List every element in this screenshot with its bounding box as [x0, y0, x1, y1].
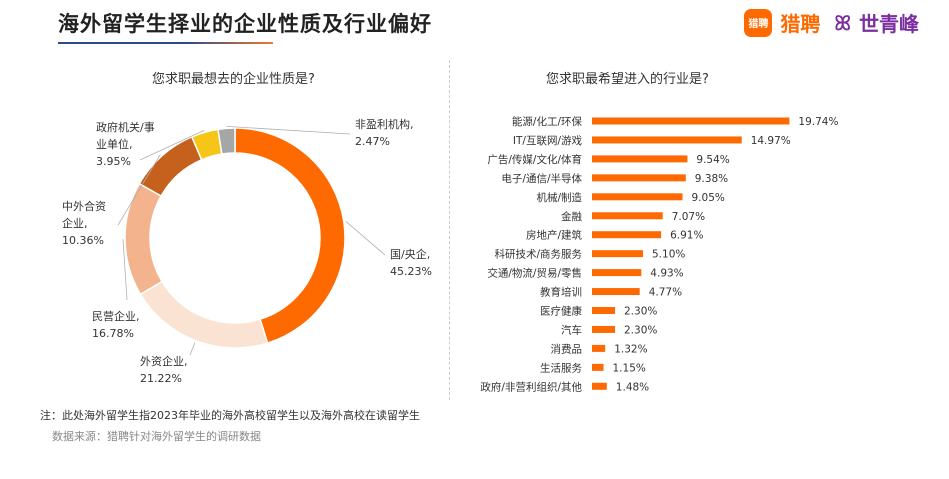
bar-value-label: 9.38% [695, 173, 728, 185]
bar-category-label: 电子/通信/半导体 [501, 172, 582, 185]
page-title: 海外留学生择业的企业性质及行业偏好 [58, 12, 432, 36]
donut-label: 国/央企, [390, 247, 430, 261]
donut-label: 2.47% [355, 135, 390, 148]
bar [592, 325, 615, 333]
bar-value-label: 4.93% [650, 268, 683, 280]
bar [592, 363, 604, 371]
donut-leader-line [122, 239, 128, 301]
donut-chart-title: 您求职最想去的企业性质是? [152, 72, 315, 87]
bar [592, 193, 683, 201]
bar-chart: 能源/化工/环保 19.74% IT/互联网/游戏 14.97% 广告/传媒/文化/体育… [480, 115, 838, 393]
bar-category-label: 交通/物流/贸易/零售 [487, 267, 582, 280]
bar-value-label: 1.48% [616, 381, 649, 393]
donut-label: 45.23% [390, 265, 432, 278]
bar-value-label: 14.97% [751, 135, 791, 147]
donut-label: 16.78% [92, 327, 134, 340]
bar-category-label: 能源/化工/环保 [512, 115, 583, 128]
bar-category-label: 政府/非营利组织/其他 [480, 380, 582, 393]
bar-value-label: 1.32% [614, 343, 647, 355]
donut-label: 业单位, [96, 137, 133, 151]
bar-value-label: 7.07% [672, 211, 705, 223]
shiqingfeng-brand-name: 世青峰 [859, 12, 919, 36]
title-underline [58, 42, 273, 44]
shiqingfeng-logo-icon: ꕤ [834, 10, 851, 35]
donut-label: 中外合资 [62, 199, 106, 213]
donut-slice [217, 127, 236, 155]
donut-leader-line [117, 154, 161, 226]
donut-leader-line [189, 342, 196, 356]
bar-chart-title: 您求职最希望进入的行业是? [546, 72, 709, 87]
brand-logos: 猎聘 猎聘 ꕤ 世青峰 [744, 8, 919, 37]
bar-value-label: 19.74% [798, 116, 838, 128]
data-source: 数据来源：猎聘针对海外留学生的调研数据 [52, 430, 261, 443]
liepin-logo-icon: 猎聘 [744, 8, 773, 37]
bar-category-label: 科研技术/商务服务 [494, 248, 582, 261]
donut-label: 企业, [62, 216, 88, 230]
donut-leader-line [139, 129, 205, 161]
donut-label: 民营企业, [92, 309, 140, 323]
donut-label: 政府机关/事 [96, 120, 155, 134]
liepin-brand-name: 猎聘 [780, 12, 821, 36]
bar [592, 344, 606, 352]
bar-category-label: 生活服务 [540, 361, 582, 374]
donut-label: 外资企业, [140, 354, 188, 368]
bar [592, 288, 640, 296]
bar [592, 307, 615, 314]
bar-value-label: 2.30% [624, 306, 657, 318]
bar-category-label: IT/互联网/游戏 [513, 134, 583, 147]
donut-label: 非盈利机构, [355, 117, 414, 131]
bar [592, 250, 643, 258]
bar-category-label: 金融 [561, 210, 582, 223]
donut-label: 21.22% [140, 372, 182, 385]
bar [592, 117, 790, 125]
bar-category-label: 房地产/建筑 [526, 229, 583, 242]
bar-value-label: 9.54% [696, 154, 729, 166]
bar-category-label: 消费品 [551, 342, 583, 355]
bar-value-label: 9.05% [692, 192, 725, 204]
bar [592, 212, 663, 220]
donut-label: 3.95% [96, 155, 131, 168]
bar-value-label: 1.15% [613, 362, 646, 374]
bar [592, 231, 662, 239]
donut-leader-line [226, 125, 351, 135]
bar-value-label: 6.91% [670, 230, 703, 242]
bar-value-label: 5.10% [652, 249, 685, 261]
bar [592, 155, 688, 163]
bar-value-label: 4.77% [649, 287, 682, 299]
bar-category-label: 医疗健康 [540, 305, 582, 318]
bar-category-label: 机械/制造 [536, 191, 582, 204]
donut-label: 10.36% [62, 234, 104, 247]
bar [592, 174, 686, 182]
chart-divider [449, 60, 450, 400]
bar-value-label: 2.30% [624, 324, 657, 336]
footnote: 注：此处海外留学生指2023年毕业的海外高校留学生以及海外高校在读留学生 [40, 409, 420, 422]
bar [592, 269, 642, 277]
bar [592, 382, 607, 390]
bar-category-label: 广告/传媒/文化/体育 [487, 153, 582, 166]
bar-category-label: 教育培训 [540, 286, 582, 299]
donut-leader-line [345, 220, 386, 256]
donut-chart: 国/央企, 45.23% 外资企业, 21.22% 民营企业, 16.78% 中外合资企业,… [62, 117, 432, 385]
bar [592, 136, 742, 144]
bar-category-label: 汽车 [561, 323, 582, 336]
